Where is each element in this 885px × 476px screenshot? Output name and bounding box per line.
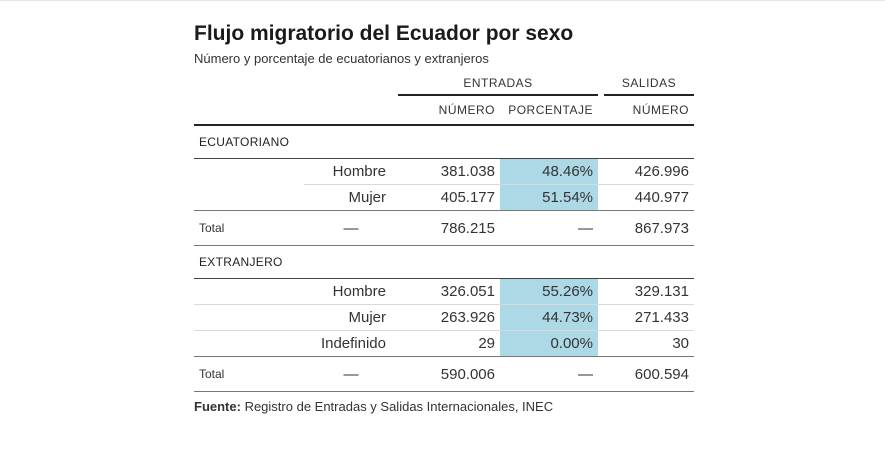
header-entradas: ENTRADAS	[398, 72, 598, 96]
page-title: Flujo migratorio del Ecuador por sexo	[194, 22, 574, 45]
migration-table: ENTRADAS SALIDAS NÚMERO PORCENTAJE NÚMER…	[194, 72, 694, 392]
header-entradas-porcentaje: PORCENTAJE	[500, 95, 598, 126]
table-row: Hombre 326.051 55.26% 329.131	[194, 278, 694, 305]
entradas-porcentaje-cell: 0.00%	[500, 330, 598, 357]
total-salidas-numero: 600.594	[604, 356, 694, 392]
source-label: Fuente:	[194, 399, 241, 414]
total-row-ecuatoriano: Total — 786.215 — 867.973	[194, 210, 694, 246]
header-row-groups: ENTRADAS SALIDAS	[194, 72, 694, 96]
total-sexo-dash: —	[304, 210, 398, 246]
sexo-cell: Mujer	[304, 304, 398, 331]
sexo-cell: Hombre	[304, 278, 398, 305]
total-entradas-porcentaje: —	[500, 210, 598, 246]
entradas-numero-cell: 263.926	[398, 304, 500, 331]
salidas-numero-cell: 440.977	[604, 184, 694, 211]
entradas-numero-cell: 326.051	[398, 278, 500, 305]
header-row-columns: NÚMERO PORCENTAJE NÚMERO	[194, 95, 694, 126]
total-label: Total	[194, 356, 304, 392]
total-label: Total	[194, 210, 304, 246]
section-label: EXTRANJERO	[194, 245, 304, 279]
section-row-extranjero: EXTRANJERO	[194, 245, 694, 279]
table-figure: Flujo migratorio del Ecuador por sexo Nú…	[194, 20, 694, 416]
table-row: Mujer 405.177 51.54% 440.977	[194, 184, 694, 211]
table-row: Hombre 381.038 48.46% 426.996	[194, 158, 694, 185]
salidas-numero-cell: 271.433	[604, 304, 694, 331]
header-salidas: SALIDAS	[604, 72, 694, 96]
salidas-numero-cell: 329.131	[604, 278, 694, 305]
source-text: Registro de Entradas y Salidas Internaci…	[240, 399, 554, 414]
entradas-numero-cell: 381.038	[398, 158, 500, 185]
salidas-numero-cell: 426.996	[604, 158, 694, 185]
total-row-extranjero: Total — 590.006 — 600.594	[194, 356, 694, 392]
sexo-cell: Hombre	[304, 158, 398, 185]
entradas-numero-cell: 29	[398, 330, 500, 357]
table-row: Indefinido 29 0.00% 30	[194, 330, 694, 357]
salidas-numero-cell: 30	[604, 330, 694, 357]
section-row-ecuatoriano: ECUATORIANO	[194, 125, 694, 159]
total-entradas-numero: 786.215	[398, 210, 500, 246]
top-border	[0, 0, 885, 1]
header-salidas-numero: NÚMERO	[604, 95, 694, 126]
entradas-numero-cell: 405.177	[398, 184, 500, 211]
source-note: Fuente: Registro de Entradas y Salidas I…	[194, 398, 694, 416]
header-entradas-numero: NÚMERO	[398, 95, 500, 126]
entradas-porcentaje-cell: 51.54%	[500, 184, 598, 211]
total-entradas-porcentaje: —	[500, 356, 598, 392]
sexo-cell: Indefinido	[304, 330, 398, 357]
table-row: Mujer 263.926 44.73% 271.433	[194, 304, 694, 331]
section-label: ECUATORIANO	[194, 125, 304, 159]
entradas-porcentaje-cell: 55.26%	[500, 278, 598, 305]
total-entradas-numero: 590.006	[398, 356, 500, 392]
sexo-cell: Mujer	[304, 184, 398, 211]
entradas-porcentaje-cell: 48.46%	[500, 158, 598, 185]
total-sexo-dash: —	[304, 356, 398, 392]
page-subtitle: Número y porcentaje de ecuatorianos y ex…	[194, 51, 489, 66]
total-salidas-numero: 867.973	[604, 210, 694, 246]
entradas-porcentaje-cell: 44.73%	[500, 304, 598, 331]
